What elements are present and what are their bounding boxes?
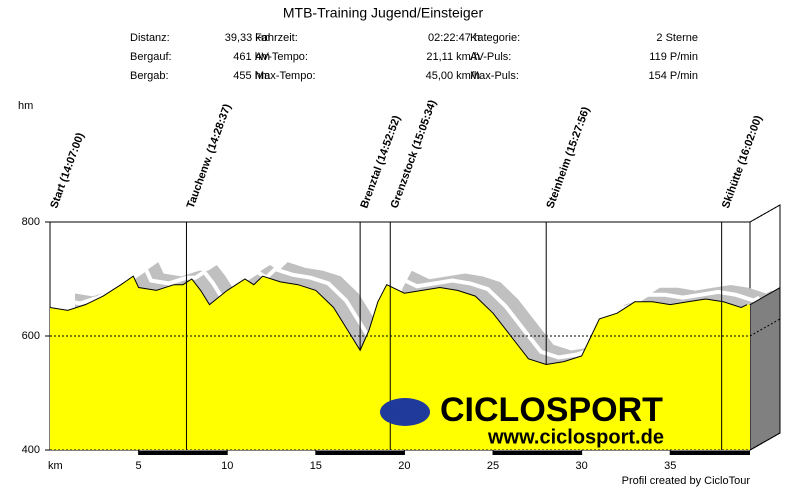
stat-label: AV-Tempo: <box>255 51 308 63</box>
stat-value: 39,33 km <box>225 32 270 44</box>
stat-label: Kategorie: <box>470 32 520 44</box>
y-axis-label: hm <box>18 100 33 112</box>
profile-line <box>49 275 748 366</box>
waypoint-label: Start (14:07:00) <box>48 131 87 210</box>
waypoint-label: Tauchenw. (14:28:37) <box>185 102 234 210</box>
fill-tail <box>746 304 750 450</box>
stat-label: Bergauf: <box>130 51 172 63</box>
y-tick-label: 800 <box>22 216 40 228</box>
chart-title: MTB-Training Jugend/Einsteiger <box>283 5 484 21</box>
stat-label: Distanz: <box>130 32 170 44</box>
axis-band <box>670 451 750 455</box>
stat-label: Max-Tempo: <box>255 70 316 82</box>
y-tick-label: 600 <box>22 330 40 342</box>
waypoint-label: Grenzstock (15:05:34) <box>389 98 439 210</box>
profile-area <box>50 276 747 450</box>
stat-label: Max-Puls: <box>470 70 519 82</box>
axis-band <box>493 451 582 455</box>
stat-value: 45,00 km/h <box>426 70 480 82</box>
x-tick-label: 10 <box>221 460 233 472</box>
stat-value: 21,11 km/h <box>426 51 480 63</box>
axis-band <box>138 451 228 455</box>
waypoint-label: Steinheim (15:27:56) <box>544 105 592 210</box>
stat-value: 02:22:47 h <box>428 32 480 44</box>
stat-value: 461 hm <box>233 51 270 63</box>
stat-label: AV-Puls: <box>470 51 511 63</box>
grid-line <box>749 318 781 337</box>
logo-mark <box>380 398 430 426</box>
stat-label: Bergab: <box>130 70 169 82</box>
y-tick-label: 400 <box>22 444 40 456</box>
stat-value: 2 Sterne <box>656 32 698 44</box>
x-tick-label: 35 <box>664 460 676 472</box>
stat-value: 455 hm <box>233 70 270 82</box>
footer: Profil created by CicloTour <box>622 475 751 487</box>
stat-label: Fahrzeit: <box>255 32 298 44</box>
x-tick-label: 25 <box>487 460 499 472</box>
axis-band <box>315 451 405 455</box>
grid-line <box>749 204 781 223</box>
logo-url: www.ciclosport.de <box>487 426 664 448</box>
x-axis-label: km <box>48 460 63 472</box>
wall-face <box>749 286 781 451</box>
x-tick-label: 15 <box>310 460 322 472</box>
x-tick-label: 20 <box>398 460 410 472</box>
waypoint-label: Skihütte (16:02:00) <box>720 114 765 210</box>
grid-line <box>749 432 781 451</box>
x-tick-label: 5 <box>136 460 142 472</box>
x-tick-label: 30 <box>576 460 588 472</box>
stat-value: 119 P/min <box>649 51 698 63</box>
logo: CICLOSPORT <box>440 391 663 429</box>
stat-value: 154 P/min <box>648 70 698 82</box>
